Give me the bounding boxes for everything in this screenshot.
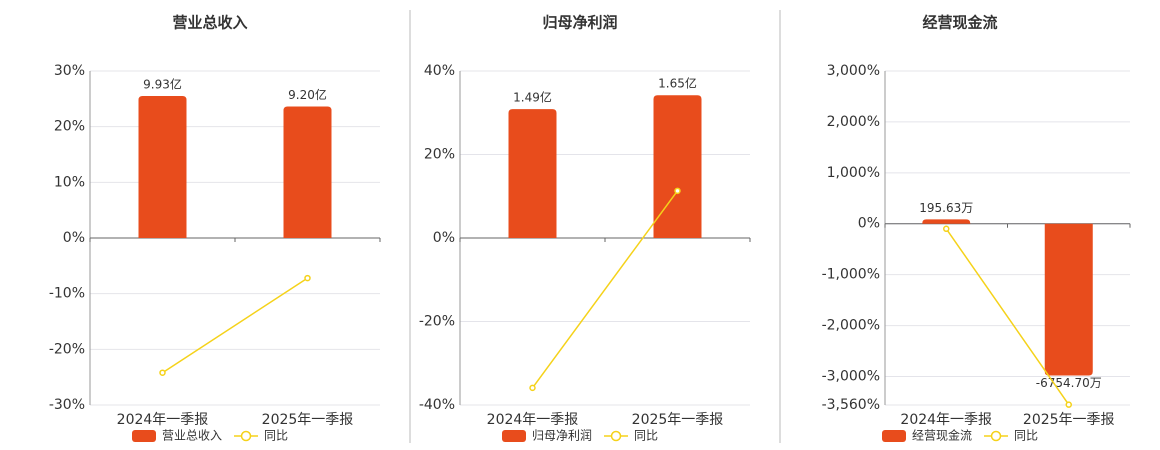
value-label: 1.49亿 (513, 90, 552, 105)
y-tick-label: 0% (433, 230, 455, 246)
line (945, 228, 1070, 406)
y-tick-label: 0% (858, 216, 880, 232)
value-label: 9.20亿 (288, 87, 327, 102)
bar (508, 109, 557, 238)
chart-title: 经营现金流 (922, 14, 997, 32)
legend-marker (610, 430, 622, 442)
y-tick-label: -3,560% (822, 397, 880, 413)
legend-swatch (882, 430, 906, 442)
line (531, 190, 679, 389)
chart-title: 归母净利润 (542, 14, 617, 32)
y-tick-label: 10% (54, 174, 85, 190)
y-tick-label: -20% (49, 341, 85, 357)
line-point (304, 274, 311, 282)
x-tick-label: 2025年一季报 (262, 412, 354, 428)
bar (922, 219, 971, 224)
y-tick-label: 30% (54, 63, 85, 79)
legend-label: 归母净利润 (532, 429, 592, 443)
value-label: 1.65亿 (658, 76, 697, 91)
value-label: 195.63万 (919, 201, 973, 215)
line-point (1065, 401, 1072, 408)
legend-label: 同比 (264, 429, 288, 443)
line-point (529, 384, 536, 392)
x-tick-label: 2024年一季报 (117, 412, 209, 428)
x-tick-label: 2024年一季报 (487, 412, 579, 428)
bar (1044, 223, 1093, 376)
legend-label: 经营现金流 (912, 428, 972, 443)
y-tick-label: 20% (54, 119, 85, 135)
y-tick-label: -20% (419, 314, 455, 330)
y-tick-label: -1,000% (822, 267, 880, 283)
bar (653, 95, 702, 238)
bar (138, 96, 187, 239)
y-tick-label: 3,000% (827, 63, 880, 79)
y-tick-label: -10% (49, 286, 85, 302)
legend-swatch (132, 430, 156, 442)
bar (283, 106, 332, 239)
x-tick-label: 2025年一季报 (632, 412, 724, 428)
line (162, 277, 308, 374)
legend-label: 同比 (634, 429, 658, 443)
y-tick-label: -3,000% (822, 368, 880, 384)
legend-label: 营业总收入 (162, 429, 222, 443)
y-tick-label: -30% (49, 397, 85, 413)
x-tick-label: 2025年一季报 (1023, 412, 1115, 428)
line-point (674, 187, 681, 195)
legend-swatch (502, 430, 526, 442)
y-tick-label: -2,000% (822, 318, 880, 334)
value-label: -6754.70万 (1036, 376, 1102, 390)
y-tick-label: 1,000% (827, 165, 880, 181)
value-label: 9.93亿 (143, 77, 182, 92)
x-tick-label: 2024年一季报 (900, 412, 992, 428)
legend-marker (990, 430, 1002, 442)
legend-label: 同比 (1014, 429, 1038, 443)
chart-title: 营业总收入 (172, 14, 247, 32)
y-tick-label: 0% (63, 230, 85, 246)
line-point (943, 225, 950, 233)
y-tick-label: 2,000% (827, 114, 880, 130)
y-tick-label: 20% (424, 147, 455, 163)
legend-marker (240, 430, 252, 442)
line-point (159, 369, 166, 376)
y-tick-label: -40% (419, 397, 455, 413)
y-tick-label: 40% (424, 63, 455, 79)
